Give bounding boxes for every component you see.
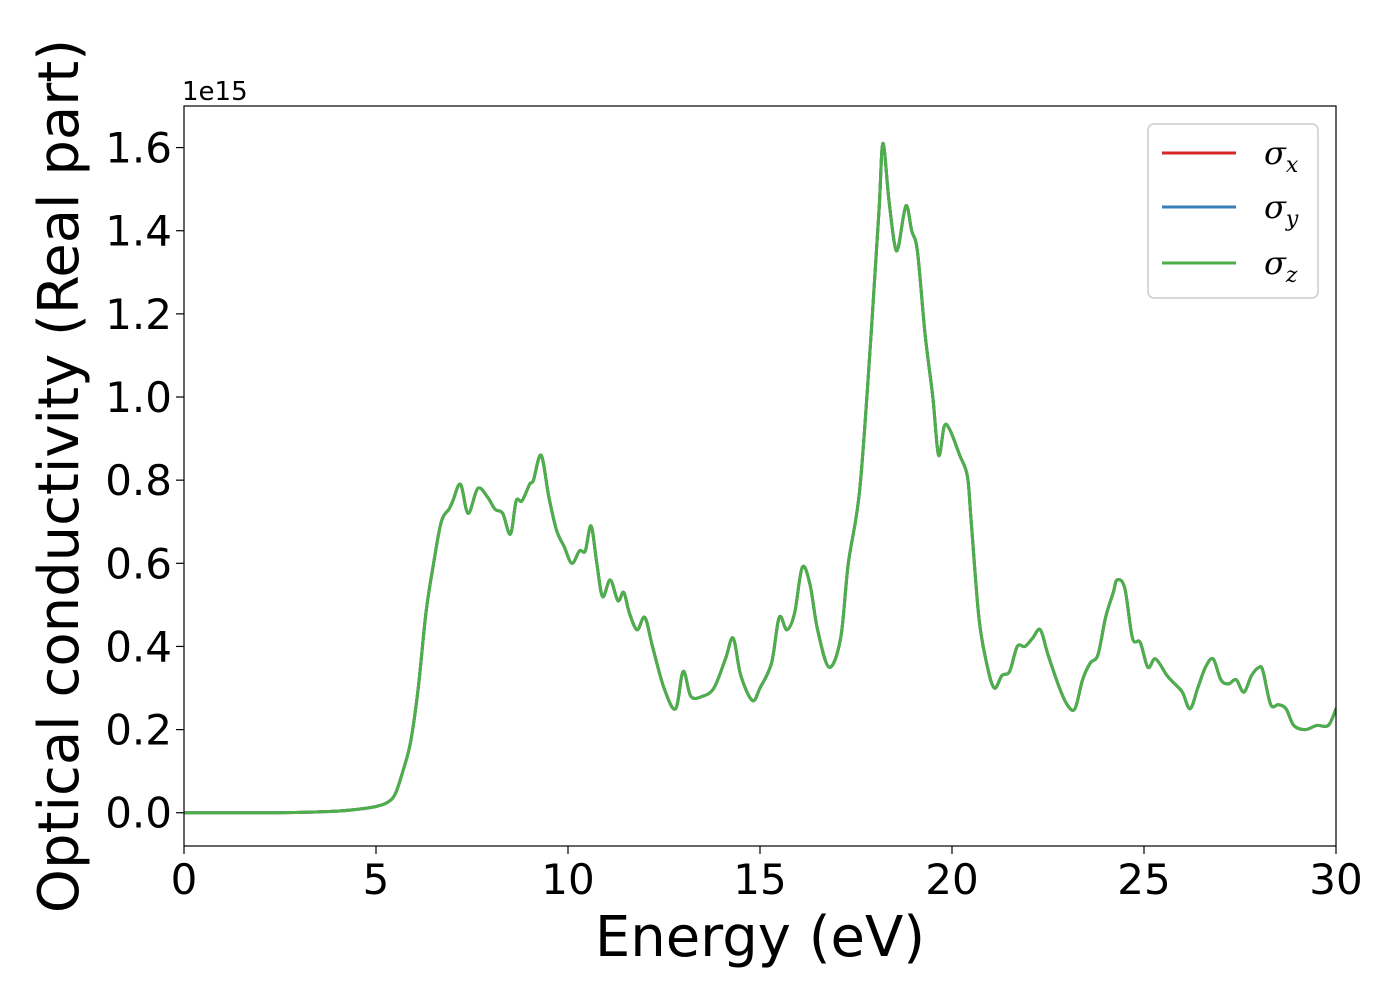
y-tick-label: 0.4	[105, 622, 172, 671]
y-tick-label: 0.8	[105, 456, 172, 505]
y-tick-label: 1.0	[105, 373, 172, 422]
x-tick-label: 10	[541, 855, 594, 904]
x-tick-label: 5	[363, 855, 390, 904]
x-tick-label: 15	[733, 855, 786, 904]
series-layer	[184, 141, 1336, 815]
y-tick-label: 0.0	[105, 789, 172, 838]
x-tick-label: 30	[1309, 855, 1362, 904]
series-line-z	[184, 141, 1336, 815]
x-tick-label: 25	[1117, 855, 1170, 904]
y-tick-label: 1.4	[105, 207, 172, 256]
y-axis: 0.0 0.2 0.4 0.6 0.8 1.0 1.2 1.4 1.6	[105, 124, 184, 838]
y-tick-label: 0.2	[105, 706, 172, 755]
x-axis: 0 5 10 15 20 25 30	[171, 846, 1363, 904]
y-offset-label: 1e15	[182, 77, 248, 107]
y-tick-label: 0.6	[105, 539, 172, 588]
y-axis-label: Optical conductivity (Real part)	[27, 39, 92, 913]
x-tick-label: 20	[925, 855, 978, 904]
x-axis-label: Energy (eV)	[595, 905, 925, 970]
x-tick-label: 0	[171, 855, 198, 904]
legend-frame	[1147, 123, 1319, 299]
y-tick-label: 1.2	[105, 290, 172, 339]
y-tick-label: 1.6	[105, 124, 172, 173]
